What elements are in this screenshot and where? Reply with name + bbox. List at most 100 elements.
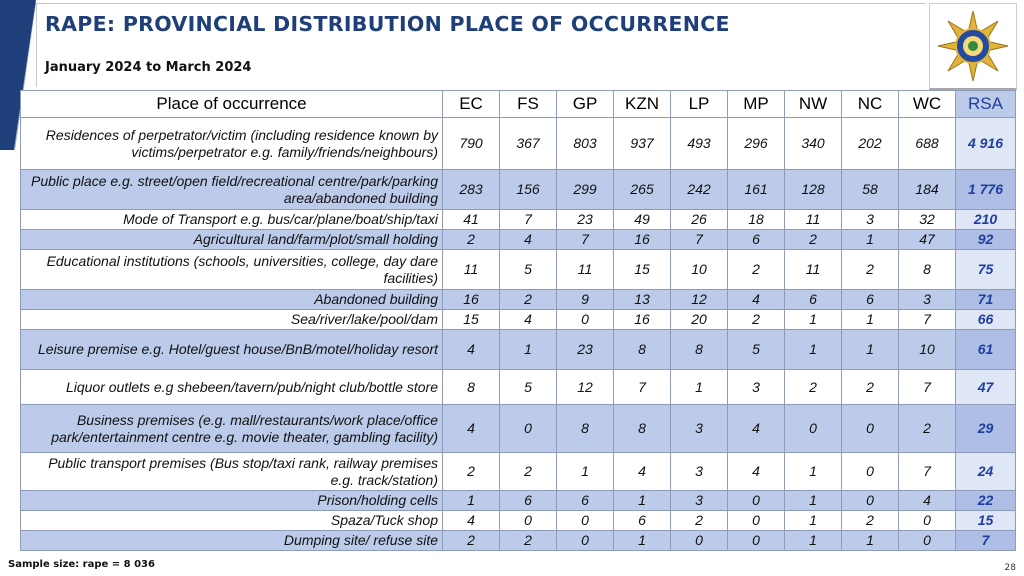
cell-gp: 6 <box>556 490 614 511</box>
column-header-lp: LP <box>670 90 728 118</box>
cell-fs: 156 <box>499 169 557 210</box>
cell-ec: 2 <box>442 452 500 491</box>
row-place-label: Agricultural land/farm/plot/small holdin… <box>20 229 443 250</box>
table-row: Abandoned building 16 2 9 13 12 4 6 6 3 71 <box>20 289 1016 310</box>
table-row: Educational institutions (schools, unive… <box>20 249 1016 290</box>
cell-rsa: 29 <box>955 404 1016 453</box>
cell-fs: 1 <box>499 329 557 370</box>
row-place-label: Spaza/Tuck shop <box>20 510 443 531</box>
cell-rsa: 24 <box>955 452 1016 491</box>
cell-gp: 12 <box>556 369 614 405</box>
table-row: Leisure premise e.g. Hotel/guest house/B… <box>20 329 1016 370</box>
column-header-ec: EC <box>442 90 500 118</box>
cell-kzn: 8 <box>613 329 671 370</box>
cell-nw: 1 <box>784 530 842 551</box>
cell-fs: 6 <box>499 490 557 511</box>
cell-rsa: 4 916 <box>955 117 1016 170</box>
header-side-rule <box>36 3 37 87</box>
cell-kzn: 16 <box>613 309 671 330</box>
cell-wc: 184 <box>898 169 956 210</box>
cell-rsa: 15 <box>955 510 1016 531</box>
row-place-label: Educational institutions (schools, unive… <box>20 249 443 290</box>
cell-lp: 10 <box>670 249 728 290</box>
table-row: Prison/holding cells 1 6 6 1 3 0 1 0 4 22 <box>20 490 1016 511</box>
cell-mp: 0 <box>727 530 785 551</box>
cell-nw: 2 <box>784 369 842 405</box>
cell-rsa: 47 <box>955 369 1016 405</box>
cell-lp: 3 <box>670 452 728 491</box>
cell-rsa: 92 <box>955 229 1016 250</box>
cell-rsa: 71 <box>955 289 1016 310</box>
cell-rsa: 210 <box>955 209 1016 230</box>
cell-ec: 8 <box>442 369 500 405</box>
cell-mp: 0 <box>727 490 785 511</box>
row-place-label: Public place e.g. street/open field/recr… <box>20 169 443 210</box>
cell-mp: 4 <box>727 404 785 453</box>
cell-wc: 7 <box>898 369 956 405</box>
cell-nw: 128 <box>784 169 842 210</box>
cell-wc: 32 <box>898 209 956 230</box>
cell-wc: 7 <box>898 309 956 330</box>
row-place-label: Sea/river/lake/pool/dam <box>20 309 443 330</box>
cell-lp: 3 <box>670 490 728 511</box>
cell-nc: 2 <box>841 249 899 290</box>
cell-mp: 161 <box>727 169 785 210</box>
cell-fs: 367 <box>499 117 557 170</box>
accent-stripe <box>0 0 36 150</box>
cell-fs: 2 <box>499 289 557 310</box>
table-row: Dumping site/ refuse site 2 2 0 1 0 0 1 1 0 7 <box>20 530 1016 551</box>
cell-nw: 1 <box>784 309 842 330</box>
cell-ec: 4 <box>442 510 500 531</box>
cell-nc: 1 <box>841 329 899 370</box>
cell-gp: 0 <box>556 530 614 551</box>
cell-nw: 1 <box>784 510 842 531</box>
cell-rsa: 7 <box>955 530 1016 551</box>
column-header-rsa: RSA <box>955 90 1016 118</box>
cell-kzn: 49 <box>613 209 671 230</box>
cell-wc: 47 <box>898 229 956 250</box>
column-header-wc: WC <box>898 90 956 118</box>
cell-fs: 5 <box>499 249 557 290</box>
cell-lp: 7 <box>670 229 728 250</box>
cell-kzn: 1 <box>613 490 671 511</box>
cell-mp: 2 <box>727 309 785 330</box>
table-row: Business premises (e.g. mall/restaurants… <box>20 404 1016 453</box>
table-row: Spaza/Tuck shop 4 0 0 6 2 0 1 2 0 15 <box>20 510 1016 531</box>
cell-wc: 3 <box>898 289 956 310</box>
cell-gp: 0 <box>556 510 614 531</box>
place-of-occurrence-table: Place of occurrence EC FS GP KZN LP MP NW NC WC RS… <box>20 90 1016 551</box>
cell-gp: 299 <box>556 169 614 210</box>
cell-lp: 1 <box>670 369 728 405</box>
table-row: Public transport premises (Bus stop/taxi… <box>20 452 1016 491</box>
cell-nw: 0 <box>784 404 842 453</box>
cell-mp: 0 <box>727 510 785 531</box>
column-header-fs: FS <box>499 90 557 118</box>
cell-lp: 493 <box>670 117 728 170</box>
cell-gp: 9 <box>556 289 614 310</box>
cell-gp: 23 <box>556 209 614 230</box>
cell-gp: 7 <box>556 229 614 250</box>
cell-gp: 8 <box>556 404 614 453</box>
cell-fs: 0 <box>499 510 557 531</box>
cell-ec: 2 <box>442 530 500 551</box>
cell-lp: 2 <box>670 510 728 531</box>
cell-mp: 5 <box>727 329 785 370</box>
column-header-kzn: KZN <box>613 90 671 118</box>
cell-ec: 4 <box>442 329 500 370</box>
table-row: Residences of perpetrator/victim (includ… <box>20 117 1016 170</box>
cell-nw: 2 <box>784 229 842 250</box>
cell-fs: 5 <box>499 369 557 405</box>
sample-size-note: Sample size: rape = 8 036 <box>8 559 155 570</box>
cell-rsa: 66 <box>955 309 1016 330</box>
cell-kzn: 4 <box>613 452 671 491</box>
cell-nw: 11 <box>784 249 842 290</box>
cell-kzn: 13 <box>613 289 671 310</box>
cell-kzn: 1 <box>613 530 671 551</box>
table-row: Agricultural land/farm/plot/small holdin… <box>20 229 1016 250</box>
cell-nc: 0 <box>841 490 899 511</box>
cell-lp: 0 <box>670 530 728 551</box>
cell-mp: 296 <box>727 117 785 170</box>
cell-kzn: 937 <box>613 117 671 170</box>
cell-mp: 18 <box>727 209 785 230</box>
cell-mp: 4 <box>727 289 785 310</box>
